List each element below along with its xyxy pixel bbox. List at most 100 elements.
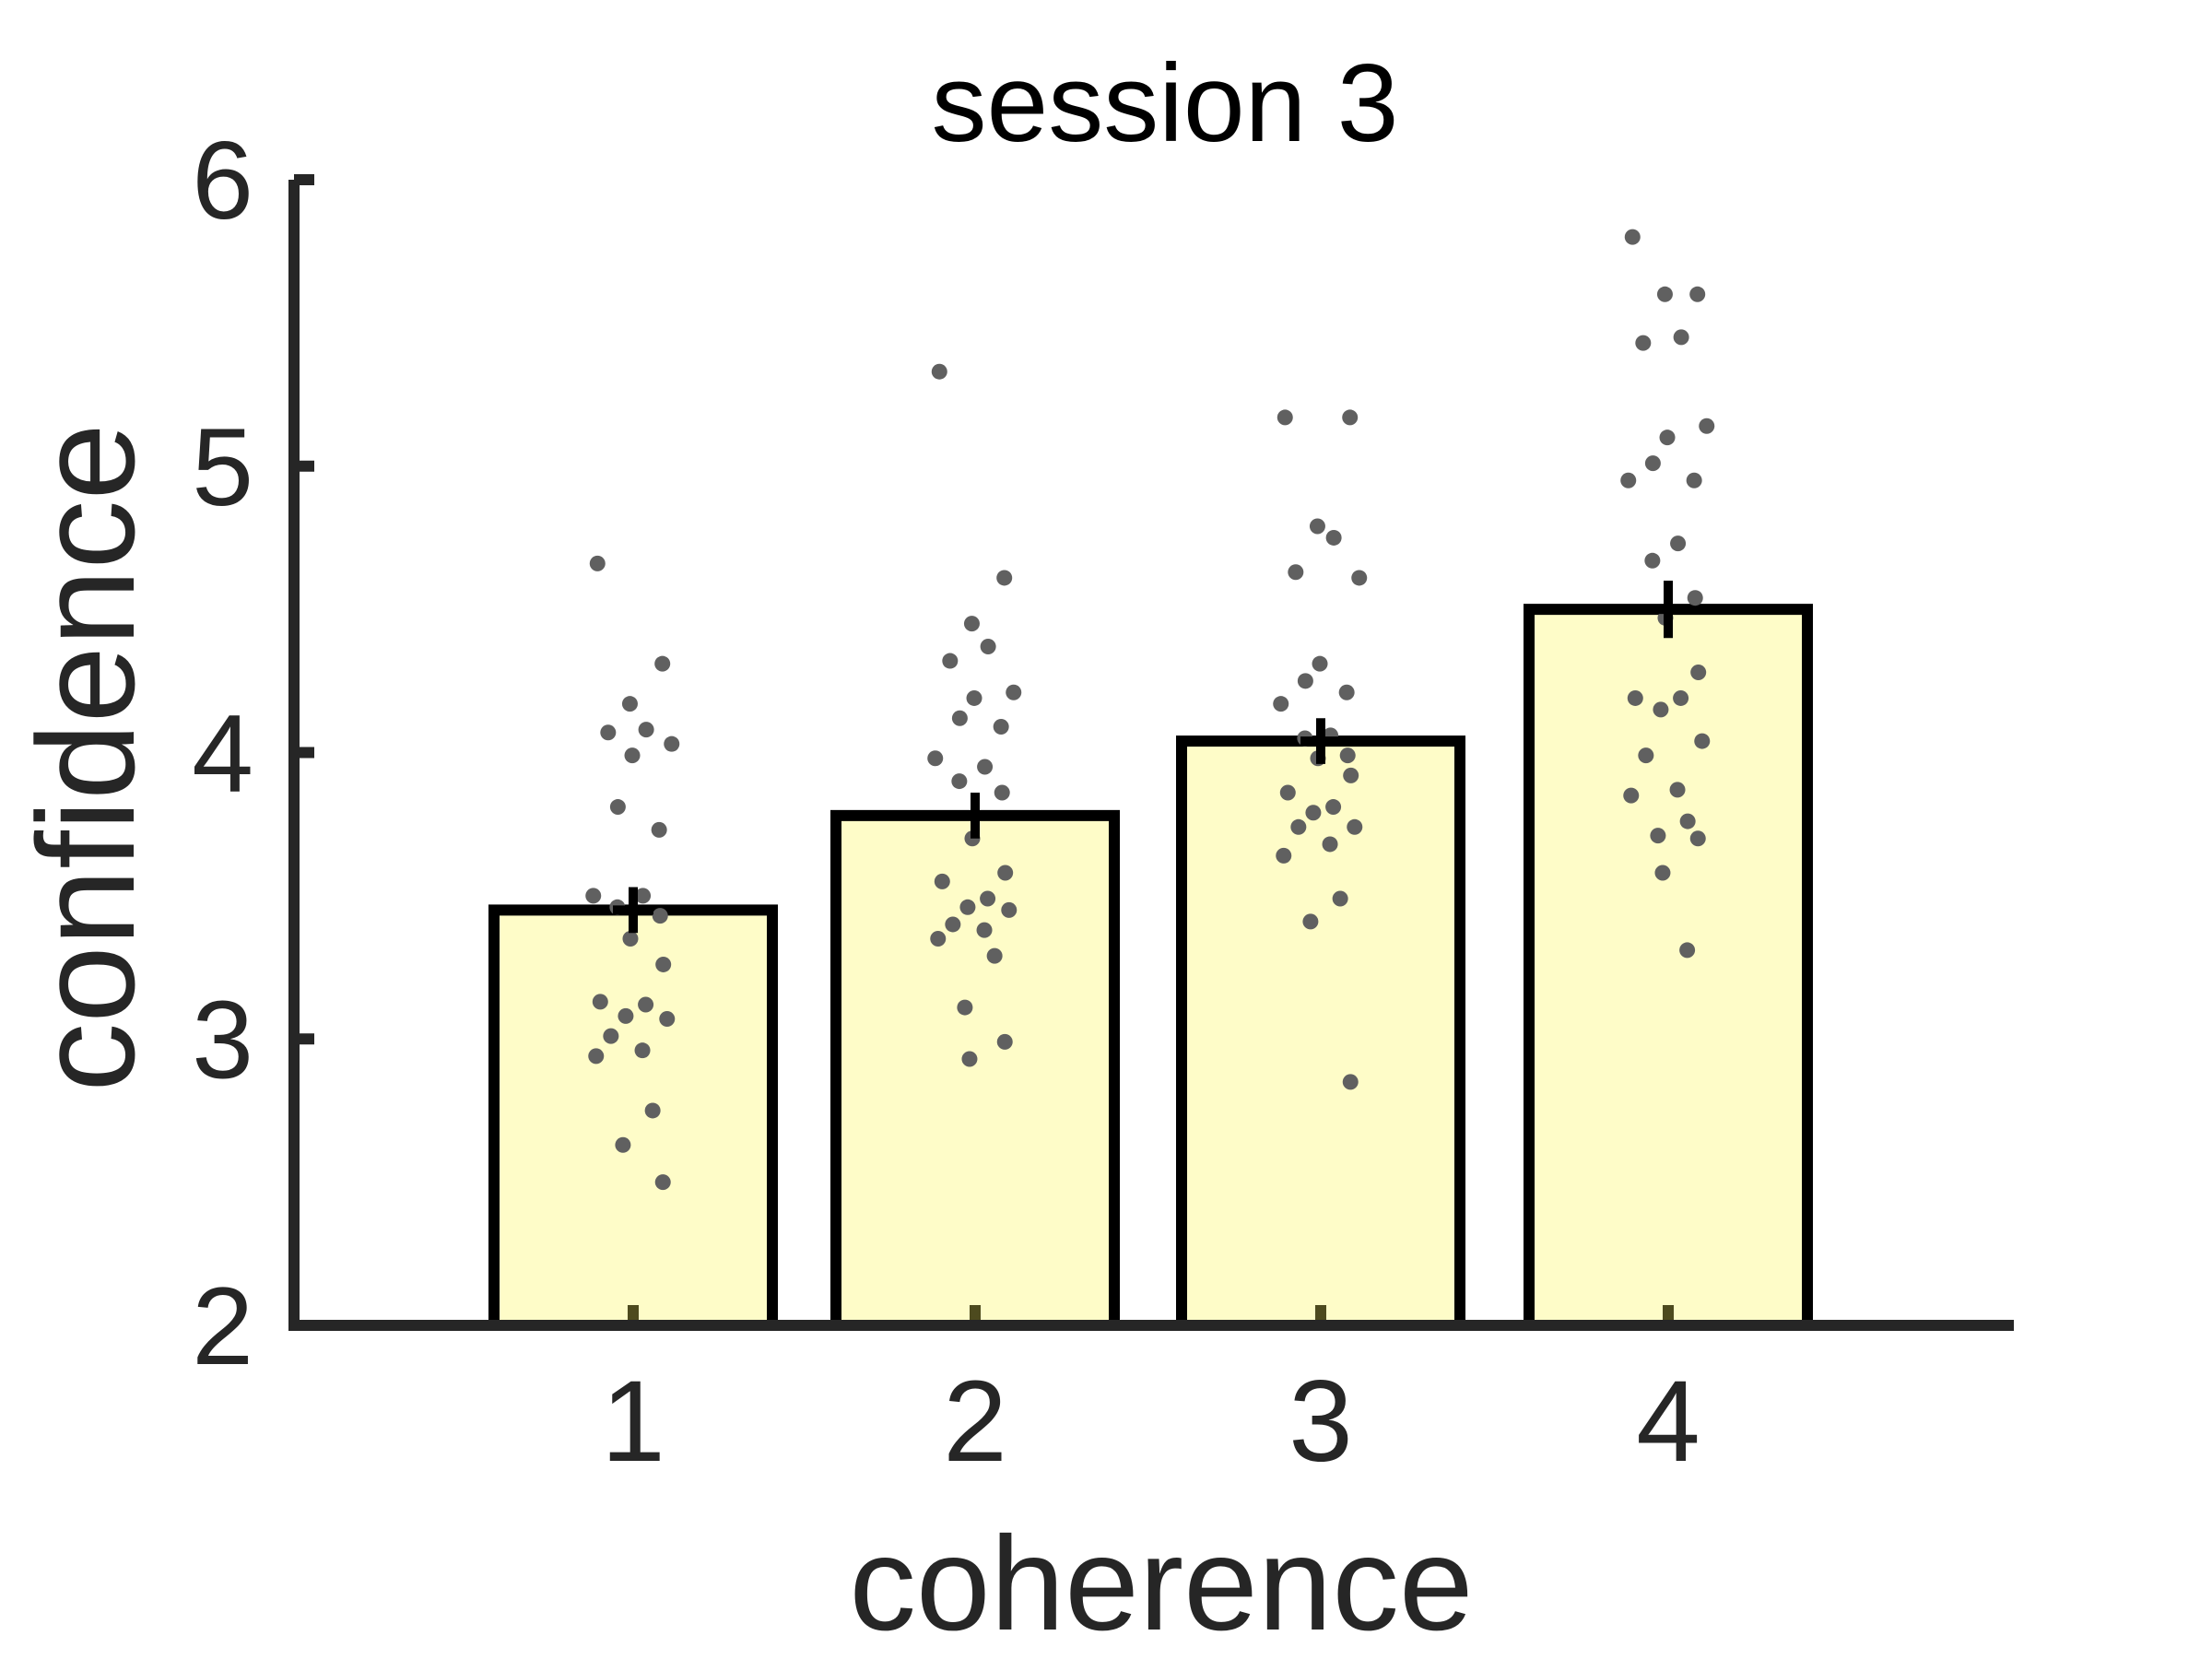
data-point xyxy=(585,888,602,904)
data-point xyxy=(1342,1074,1359,1090)
data-point xyxy=(930,930,947,947)
data-point xyxy=(1690,664,1707,680)
x-tick-label: 2 xyxy=(943,1358,1007,1486)
data-point xyxy=(655,956,672,972)
data-point xyxy=(951,710,968,726)
points-layer xyxy=(585,229,1715,1191)
data-point xyxy=(1620,472,1637,488)
data-point xyxy=(1673,689,1689,706)
data-point xyxy=(942,653,959,669)
x-tick-label: 1 xyxy=(601,1358,665,1486)
data-point xyxy=(976,922,993,938)
data-point xyxy=(1339,747,1356,764)
data-point xyxy=(963,616,980,632)
data-point xyxy=(622,930,639,947)
data-point xyxy=(1699,418,1715,434)
data-point xyxy=(1325,799,1342,816)
y-tick-label: 6 xyxy=(192,119,253,242)
data-point xyxy=(1687,590,1703,606)
data-point xyxy=(1288,564,1304,581)
data-point xyxy=(959,899,976,915)
data-point xyxy=(592,994,608,1010)
data-point xyxy=(638,996,654,1013)
data-point xyxy=(945,916,961,933)
y-tick-label: 2 xyxy=(192,1265,253,1388)
data-point xyxy=(996,570,1013,586)
data-point xyxy=(652,908,668,924)
data-point xyxy=(986,947,1003,964)
data-point xyxy=(1653,701,1669,718)
data-point xyxy=(994,784,1010,801)
bar-4 xyxy=(1524,604,1813,1331)
data-point xyxy=(1623,787,1640,804)
data-point xyxy=(1650,828,1666,844)
data-point xyxy=(966,689,982,706)
data-point xyxy=(1686,472,1702,488)
data-point xyxy=(1654,865,1671,881)
data-point xyxy=(638,722,654,738)
data-point xyxy=(603,1028,619,1044)
data-point xyxy=(1312,655,1328,672)
data-point xyxy=(980,639,996,655)
data-point xyxy=(961,1051,978,1067)
data-point xyxy=(1279,784,1296,801)
data-point xyxy=(1338,684,1355,700)
data-point xyxy=(951,773,968,790)
data-point xyxy=(618,1007,634,1024)
data-point xyxy=(1669,782,1686,798)
data-point xyxy=(1694,733,1711,749)
data-point xyxy=(997,865,1014,881)
data-point xyxy=(1006,684,1022,700)
data-point xyxy=(1343,767,1359,783)
data-point xyxy=(1342,409,1359,426)
data-point xyxy=(1659,429,1676,446)
axes-layer xyxy=(288,174,2014,1331)
data-point xyxy=(1624,229,1641,245)
data-point xyxy=(644,1102,661,1119)
data-point xyxy=(609,799,626,816)
data-point xyxy=(1001,901,1018,918)
bar-2 xyxy=(830,809,1120,1331)
data-point xyxy=(1322,836,1338,853)
data-point xyxy=(654,655,671,672)
data-point xyxy=(1302,913,1319,930)
data-point xyxy=(957,999,973,1016)
y-tick-label: 5 xyxy=(192,406,253,529)
data-point xyxy=(993,719,1009,735)
data-point xyxy=(1679,813,1696,830)
data-point xyxy=(1347,818,1363,835)
data-point xyxy=(600,724,617,741)
data-point xyxy=(927,750,944,767)
x-axis-label: coherence xyxy=(849,1509,1473,1658)
data-point xyxy=(588,1048,605,1065)
data-point xyxy=(1673,329,1689,346)
y-axis-label: confidence xyxy=(8,423,163,1092)
data-point xyxy=(1332,890,1348,907)
error-bars-layer xyxy=(613,581,1688,934)
data-point xyxy=(1297,673,1313,689)
y-tick-label: 3 xyxy=(192,978,253,1101)
data-point xyxy=(654,1174,671,1191)
data-point xyxy=(1689,830,1706,847)
bars-layer xyxy=(488,604,1813,1331)
data-point xyxy=(589,555,606,571)
data-point xyxy=(664,735,680,752)
data-point xyxy=(1656,286,1673,302)
x-tick-label: 3 xyxy=(1288,1358,1353,1486)
data-point xyxy=(1644,552,1661,569)
data-point xyxy=(1277,409,1293,426)
data-point xyxy=(659,1010,676,1027)
data-point xyxy=(615,1136,631,1153)
data-point xyxy=(624,747,641,764)
data-point xyxy=(977,759,994,775)
data-point xyxy=(1638,747,1654,764)
data-point xyxy=(1309,518,1325,535)
data-point xyxy=(1644,455,1661,472)
data-point xyxy=(635,888,652,904)
data-point xyxy=(980,890,996,907)
data-point xyxy=(1273,696,1289,712)
data-point xyxy=(1679,942,1696,959)
chart-title: session 3 xyxy=(932,41,1399,165)
x-tick-label: 4 xyxy=(1636,1358,1700,1486)
